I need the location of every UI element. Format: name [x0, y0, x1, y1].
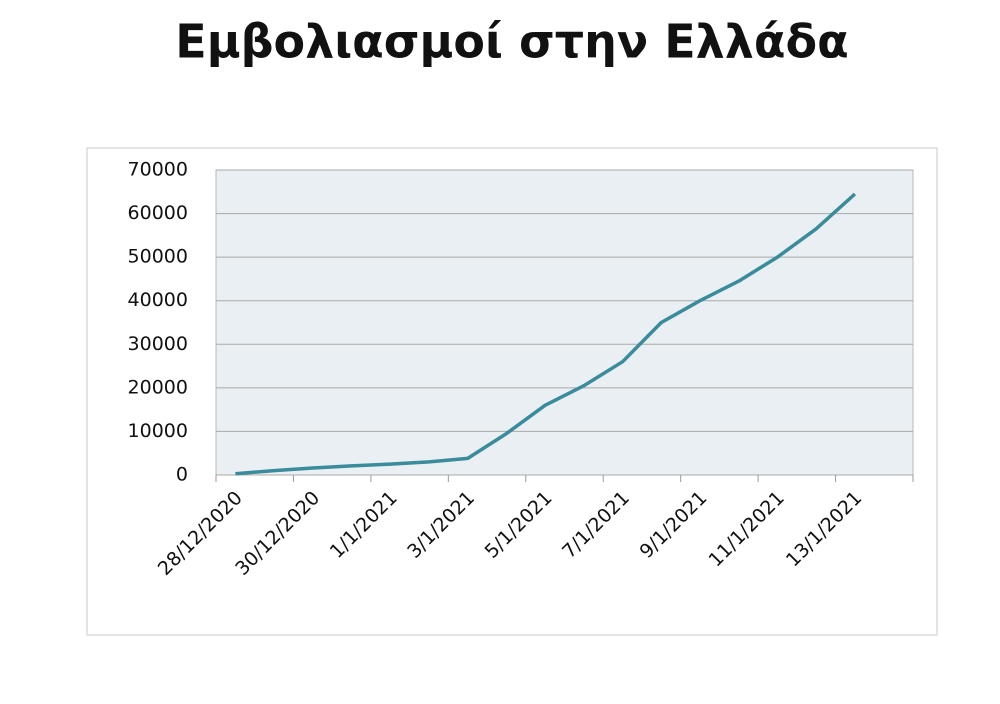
y-tick-label: 40000	[128, 289, 188, 311]
data-line	[235, 192, 857, 476]
y-tick-label: 10000	[128, 420, 188, 442]
plot-area	[215, 169, 914, 476]
chart-title: Εμβολιασμοί στην Ελλάδα	[175, 15, 848, 69]
y-tick-label: 70000	[128, 159, 188, 181]
y-tick-label: 0	[176, 464, 188, 486]
y-tick-label: 30000	[128, 333, 188, 355]
y-tick-label: 50000	[128, 246, 188, 268]
y-tick-label: 60000	[128, 202, 188, 224]
y-tick-label: 20000	[128, 376, 188, 398]
